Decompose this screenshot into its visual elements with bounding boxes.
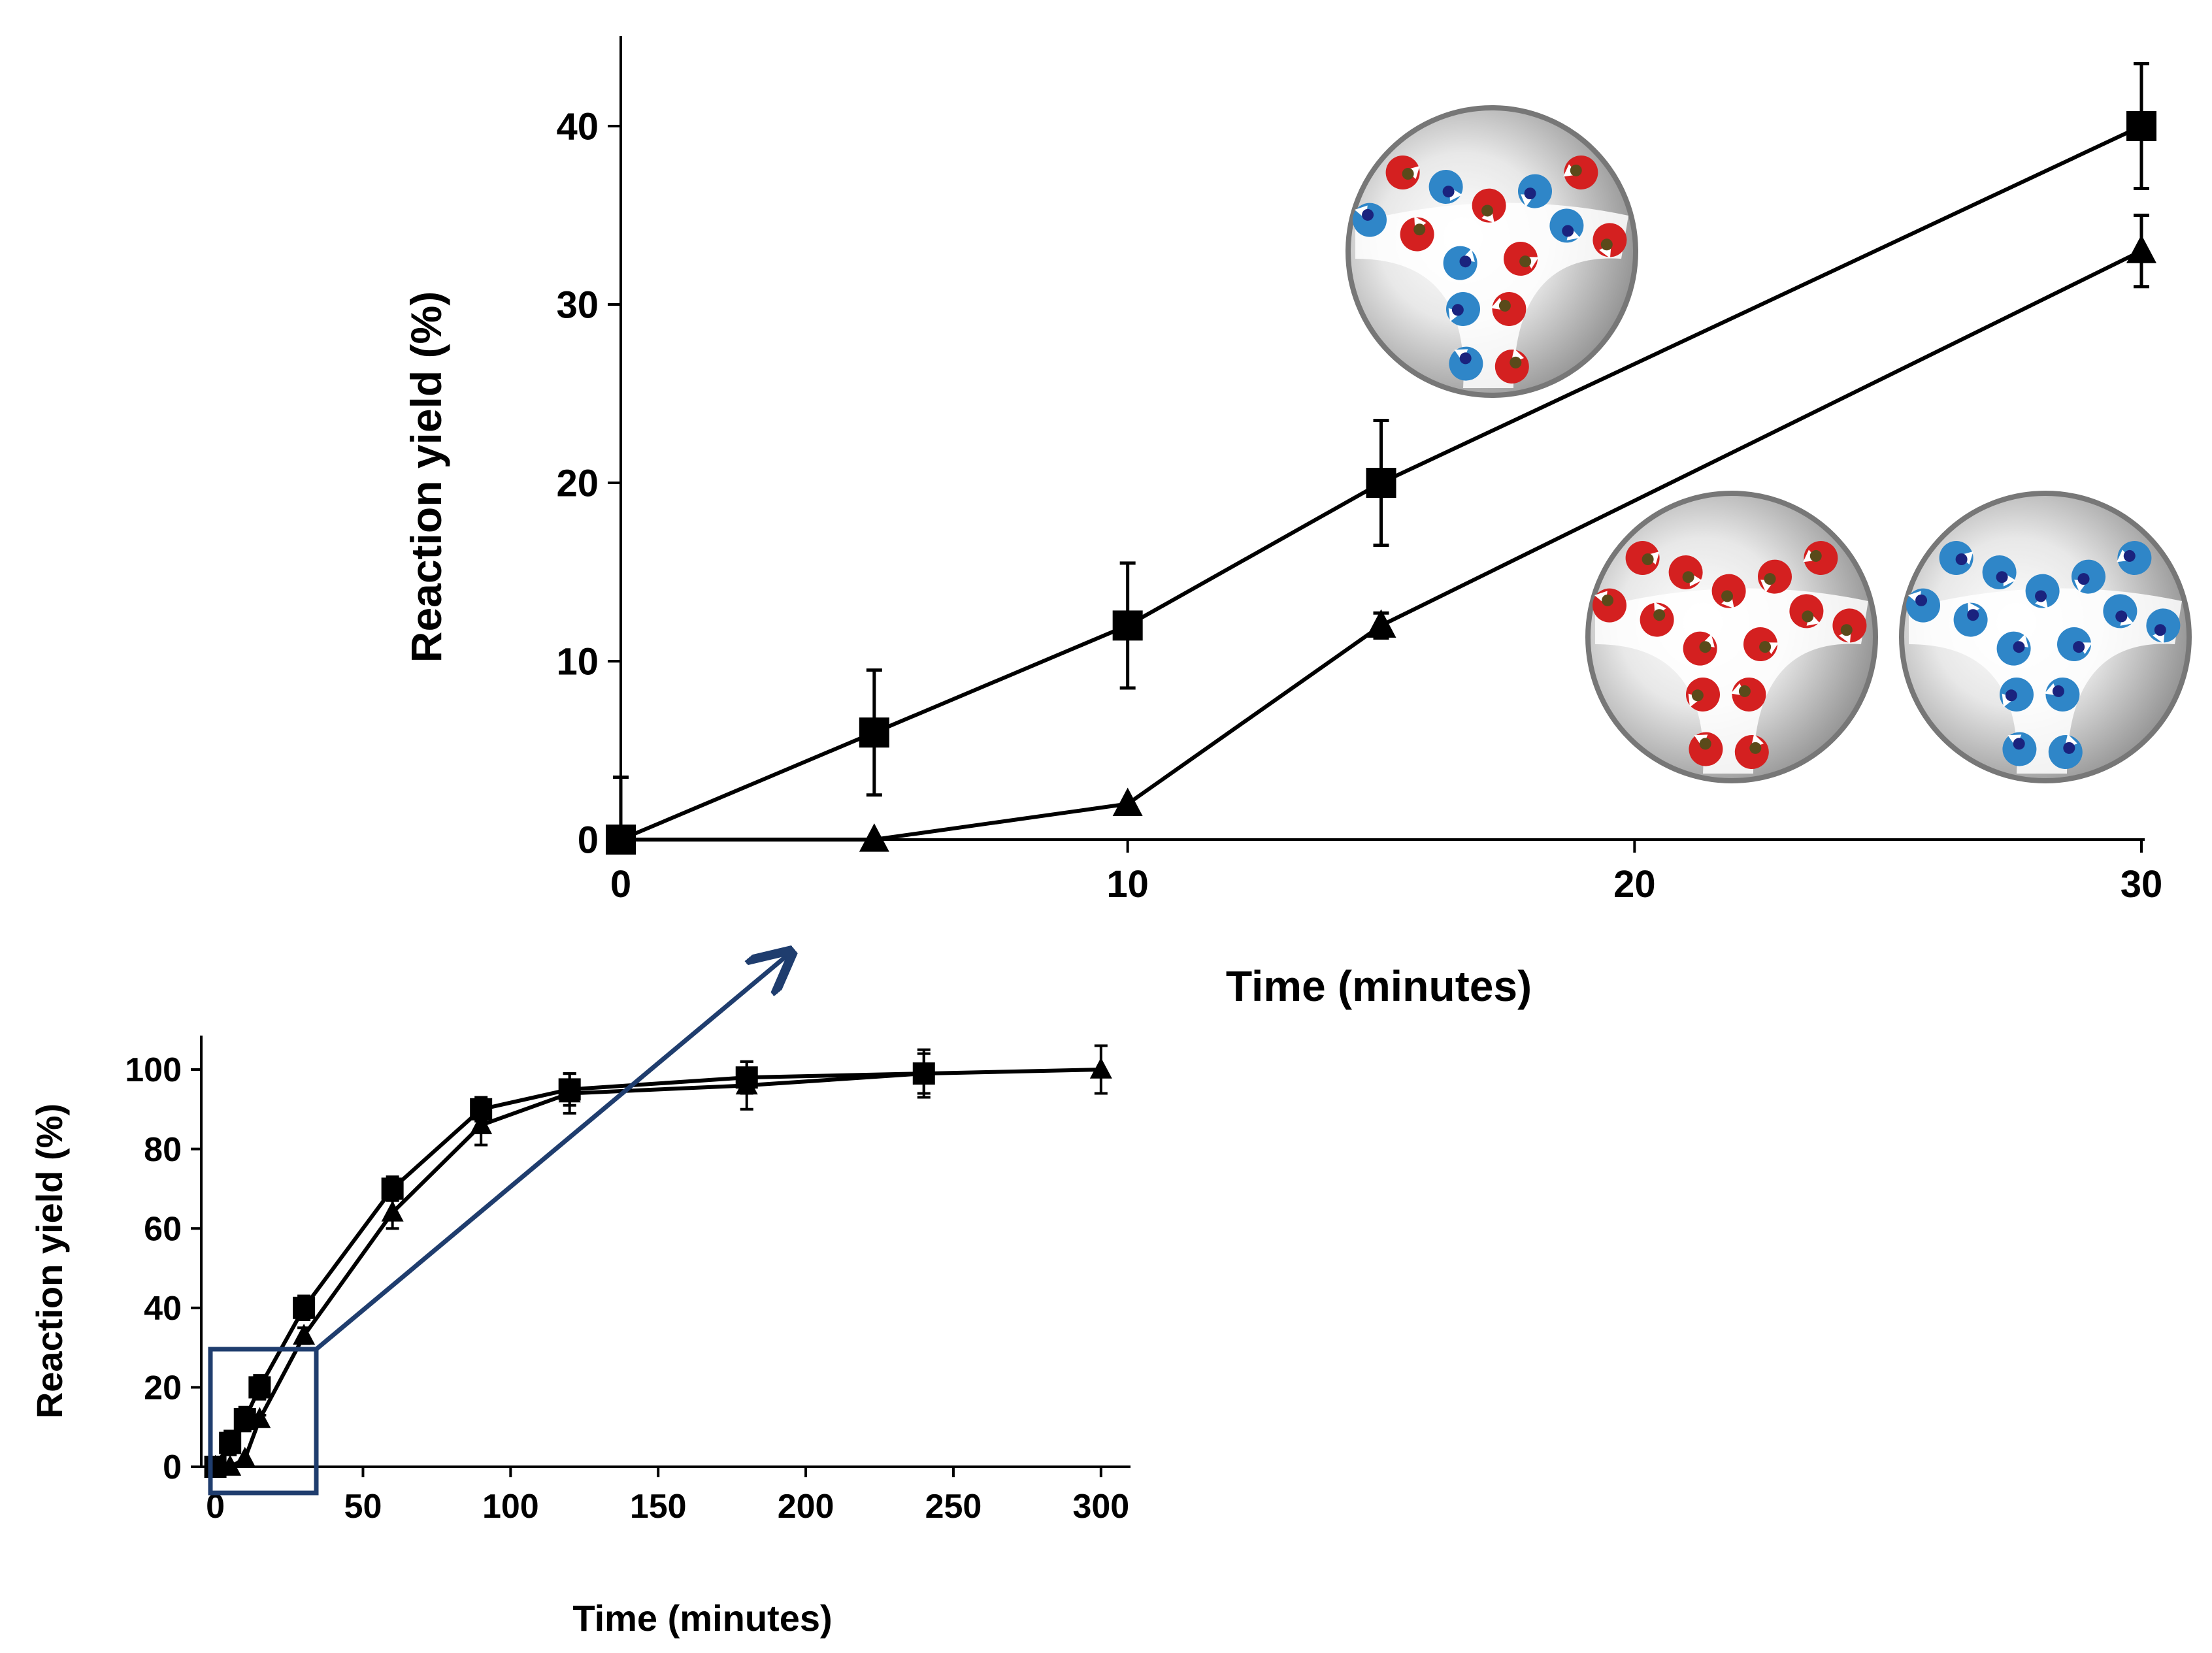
sphere-illustrations [1345,105,2192,783]
main-x-axis-title: Time (minutes) [1226,962,1532,1010]
inset-y-tick-label: 20 [144,1369,182,1407]
main-x-tick-label: 30 [2121,863,2163,906]
inset-x-axis-title: Time (minutes) [572,1597,832,1639]
main-series [606,61,2156,855]
inset-triangle-series-point [248,1407,271,1428]
red-only-sphere-icon [1585,491,1878,783]
zoom-box [208,1347,319,1496]
inset-x-tick-label: 100 [482,1488,539,1526]
main-x-tick-label: 0 [610,863,631,906]
main-square-series-point [2126,111,2156,141]
main-y-axis-title: Reaction yield (%) [402,291,450,663]
inset-square-series-point [219,1432,242,1454]
inset-triangle-series-point [558,1081,581,1103]
inset-y-tick-label: 40 [144,1290,182,1328]
inset-axes [191,1036,1131,1477]
inset-square-series-point [293,1296,316,1319]
inset-triangle-series-point [735,1073,758,1095]
inset-triangle-series-point [381,1200,404,1222]
main-square-series-point [859,717,889,748]
blue-only-sphere-icon [1899,491,2192,783]
inset-x-tick-label: 250 [925,1488,982,1526]
inset-x-tick-label: 50 [344,1488,382,1526]
inset-triangle-series-point [912,1061,935,1083]
inset-x-tick-label: 150 [630,1488,687,1526]
inset-y-tick-label: 0 [163,1448,182,1486]
main-triangle-series-point [1366,609,1396,638]
mixed-red-blue-sphere-icon [1345,105,1638,398]
inset-triangle-series-point [293,1324,316,1345]
main-square-series-point [1366,468,1396,498]
main-axes [608,36,2145,853]
main-y-tick-label: 20 [556,462,599,504]
main-x-tick-label: 10 [1106,863,1149,906]
inset-triangle-series-point [470,1113,493,1134]
inset-triangle-series-point [219,1454,242,1476]
inset-triangle-series-point [1089,1057,1112,1079]
main-tick-labels: 0 10 20 30 40 0 10 20 30 [556,105,2162,906]
inset-square-series-line [214,1072,924,1468]
inset-x-tick-label: 200 [778,1488,834,1526]
inset-triangle-series-point [233,1447,256,1468]
main-y-tick-label: 30 [556,284,599,326]
main-x-tick-label: 20 [1613,863,1656,906]
inset-series [204,1044,1112,1478]
inset-x-tick-label: 300 [1072,1488,1129,1526]
main-y-tick-label: 0 [578,819,599,861]
inset-y-axis-title: Reaction yield (%) [29,1104,70,1418]
inset-y-tick-label: 80 [144,1131,182,1169]
main-y-tick-label: 10 [556,640,599,683]
inset-y-tick-label: 60 [144,1210,182,1248]
inset-y-tick-label: 100 [125,1051,182,1089]
inset-triangle-series-line [215,1068,1101,1469]
main-triangle-series-point [1112,787,1143,817]
inset-square-series-point [248,1376,271,1399]
main-triangle-series-point [606,823,636,852]
main-triangle-series-point [2126,235,2156,263]
zoom-arrow [314,955,787,1351]
main-y-tick-label: 40 [556,105,599,148]
main-square-series-point [1112,610,1143,641]
main-chart: 0 10 20 30 40 0 10 20 30 Time (minutes) Reaction… [402,36,2162,1010]
main-triangle-series-point [859,823,889,852]
